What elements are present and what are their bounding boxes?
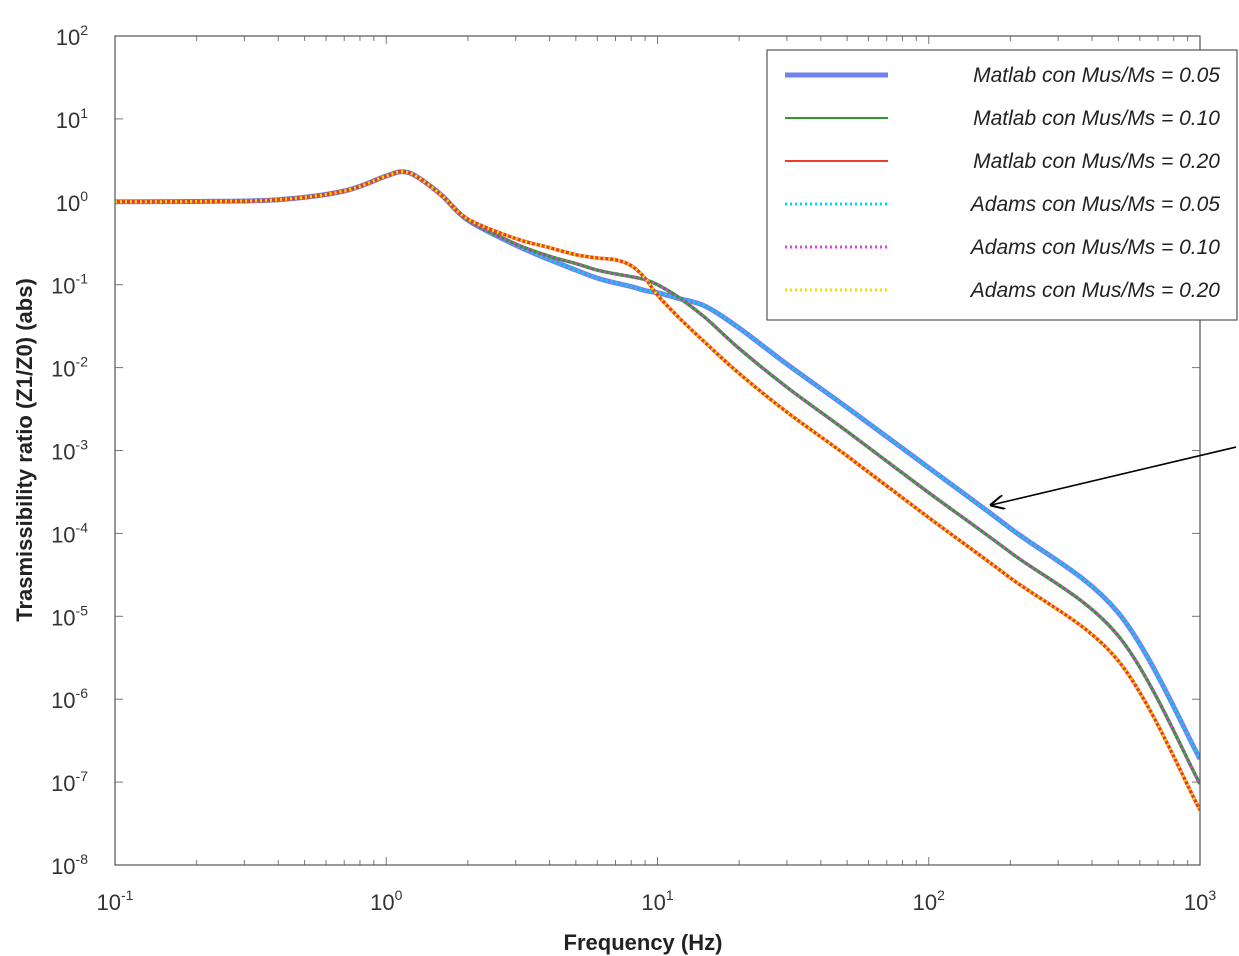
series-line-3 [115,170,1200,811]
y-tick-label: 10-5 [51,602,88,630]
x-tick-labels: 10-1 100 101 102 103 [97,887,1217,915]
y-tick-label: 101 [56,105,88,133]
x-tick-label: 103 [1184,887,1216,915]
legend-label: Adams con Mus/Ms = 0.05 [969,193,1221,216]
x-tick-label: 102 [913,887,945,915]
plot-frame [114,35,1201,866]
annotation-arrow [991,446,1237,505]
legend-label: Matlab con Mus/Ms = 0.20 [973,150,1220,173]
y-tick-label: 10-7 [51,768,88,796]
y-tick-label: 10-8 [51,851,88,879]
legend: Matlab con Mus/Ms = 0.05 Matlab con Mus/M… [766,49,1238,321]
legend-box [766,49,1238,321]
y-tick-labels: 10-8 10-7 10-6 10-5 10-4 10-3 10-2 10-1 100 101 10… [51,22,88,879]
x-axis-title: Frequency (Hz) [564,930,723,955]
series-layer [115,169,1200,811]
y-tick-label: 10-3 [51,437,88,465]
x-tick-label: 10-1 [97,887,134,915]
legend-label: Adams con Mus/Ms = 0.20 [969,279,1221,302]
legend-label: Adams con Mus/Ms = 0.10 [969,236,1221,259]
y-tick-label: 10-4 [51,519,88,547]
y-tick-label: 10-6 [51,685,88,713]
y-tick-label: 102 [56,22,88,50]
legend-label: Matlab con Mus/Ms = 0.10 [973,107,1220,130]
series-line-5 [115,170,1200,785]
y-axis-title: Trasmissibility ratio (Z1/Z0) (abs) [12,278,37,622]
y-tick-label: 10-1 [51,271,88,299]
legend-label: Matlab con Mus/Ms = 0.05 [973,64,1220,87]
legend-items: Matlab con Mus/Ms = 0.05 Matlab con Mus/M… [785,64,1220,302]
x-tick-label: 100 [370,887,402,915]
y-tick-label: 10-2 [51,354,88,382]
y-tick-label: 100 [56,188,88,216]
x-tick-label: 101 [641,887,673,915]
